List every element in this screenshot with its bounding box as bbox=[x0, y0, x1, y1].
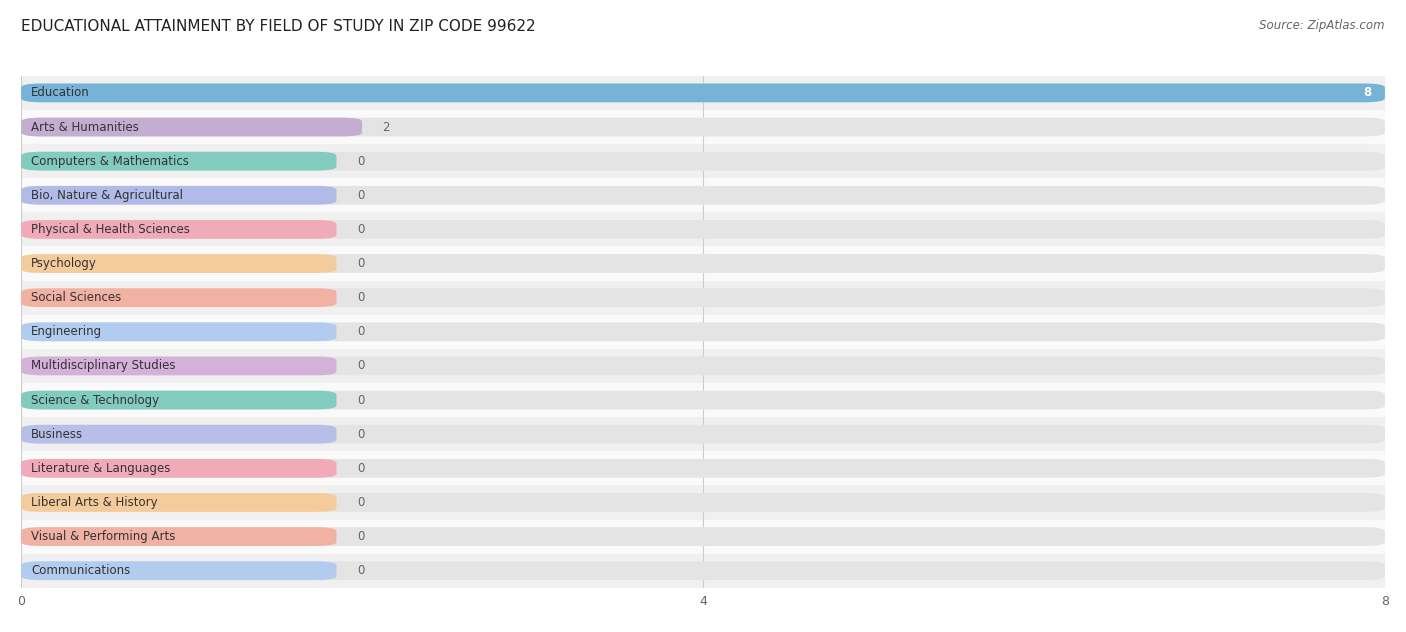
FancyBboxPatch shape bbox=[21, 152, 1385, 171]
Text: Engineering: Engineering bbox=[31, 325, 103, 338]
Text: 0: 0 bbox=[357, 223, 364, 236]
Bar bbox=[21, 246, 1385, 281]
Text: Source: ZipAtlas.com: Source: ZipAtlas.com bbox=[1260, 19, 1385, 32]
FancyBboxPatch shape bbox=[21, 527, 336, 546]
FancyBboxPatch shape bbox=[21, 322, 336, 341]
Text: 0: 0 bbox=[357, 325, 364, 338]
Text: 0: 0 bbox=[357, 428, 364, 441]
FancyBboxPatch shape bbox=[21, 391, 336, 410]
Text: 0: 0 bbox=[357, 155, 364, 167]
Bar bbox=[21, 315, 1385, 349]
Text: Computers & Mathematics: Computers & Mathematics bbox=[31, 155, 190, 167]
Text: 0: 0 bbox=[357, 462, 364, 475]
FancyBboxPatch shape bbox=[21, 561, 336, 580]
Text: 0: 0 bbox=[357, 360, 364, 372]
Text: 0: 0 bbox=[357, 530, 364, 543]
Bar bbox=[21, 76, 1385, 110]
FancyBboxPatch shape bbox=[21, 288, 1385, 307]
FancyBboxPatch shape bbox=[21, 391, 1385, 410]
Bar bbox=[21, 110, 1385, 144]
FancyBboxPatch shape bbox=[21, 459, 336, 478]
Bar bbox=[21, 485, 1385, 520]
Bar bbox=[21, 417, 1385, 451]
FancyBboxPatch shape bbox=[21, 118, 363, 137]
FancyBboxPatch shape bbox=[21, 561, 1385, 580]
Text: Bio, Nature & Agricultural: Bio, Nature & Agricultural bbox=[31, 189, 183, 202]
FancyBboxPatch shape bbox=[21, 425, 1385, 444]
FancyBboxPatch shape bbox=[21, 186, 336, 205]
Text: Education: Education bbox=[31, 87, 90, 99]
FancyBboxPatch shape bbox=[21, 220, 336, 239]
FancyBboxPatch shape bbox=[21, 118, 1385, 137]
Text: 0: 0 bbox=[357, 394, 364, 406]
FancyBboxPatch shape bbox=[21, 356, 336, 375]
Text: 0: 0 bbox=[357, 257, 364, 270]
FancyBboxPatch shape bbox=[21, 459, 1385, 478]
Bar bbox=[21, 281, 1385, 315]
Text: 8: 8 bbox=[1362, 87, 1371, 99]
FancyBboxPatch shape bbox=[21, 254, 336, 273]
Bar bbox=[21, 554, 1385, 588]
Text: Visual & Performing Arts: Visual & Performing Arts bbox=[31, 530, 176, 543]
Text: Psychology: Psychology bbox=[31, 257, 97, 270]
Text: Literature & Languages: Literature & Languages bbox=[31, 462, 170, 475]
FancyBboxPatch shape bbox=[21, 220, 1385, 239]
FancyBboxPatch shape bbox=[21, 186, 1385, 205]
Text: Physical & Health Sciences: Physical & Health Sciences bbox=[31, 223, 190, 236]
Text: 0: 0 bbox=[357, 564, 364, 577]
Text: 2: 2 bbox=[382, 121, 389, 133]
Text: Social Sciences: Social Sciences bbox=[31, 291, 121, 304]
Bar bbox=[21, 144, 1385, 178]
Text: 0: 0 bbox=[357, 496, 364, 509]
Bar bbox=[21, 451, 1385, 485]
Text: Arts & Humanities: Arts & Humanities bbox=[31, 121, 139, 133]
Text: Communications: Communications bbox=[31, 564, 131, 577]
Bar bbox=[21, 178, 1385, 212]
FancyBboxPatch shape bbox=[21, 527, 1385, 546]
Text: Multidisciplinary Studies: Multidisciplinary Studies bbox=[31, 360, 176, 372]
Bar bbox=[21, 349, 1385, 383]
FancyBboxPatch shape bbox=[21, 152, 336, 171]
FancyBboxPatch shape bbox=[21, 493, 1385, 512]
FancyBboxPatch shape bbox=[21, 83, 1385, 102]
Text: EDUCATIONAL ATTAINMENT BY FIELD OF STUDY IN ZIP CODE 99622: EDUCATIONAL ATTAINMENT BY FIELD OF STUDY… bbox=[21, 19, 536, 34]
FancyBboxPatch shape bbox=[21, 493, 336, 512]
FancyBboxPatch shape bbox=[21, 425, 336, 444]
Text: Liberal Arts & History: Liberal Arts & History bbox=[31, 496, 157, 509]
FancyBboxPatch shape bbox=[21, 288, 336, 307]
Bar bbox=[21, 520, 1385, 554]
FancyBboxPatch shape bbox=[21, 83, 1385, 102]
Text: Science & Technology: Science & Technology bbox=[31, 394, 159, 406]
FancyBboxPatch shape bbox=[21, 322, 1385, 341]
Text: Business: Business bbox=[31, 428, 83, 441]
Text: 0: 0 bbox=[357, 189, 364, 202]
Text: 0: 0 bbox=[357, 291, 364, 304]
FancyBboxPatch shape bbox=[21, 356, 1385, 375]
FancyBboxPatch shape bbox=[21, 254, 1385, 273]
Bar bbox=[21, 212, 1385, 246]
Bar bbox=[21, 383, 1385, 417]
